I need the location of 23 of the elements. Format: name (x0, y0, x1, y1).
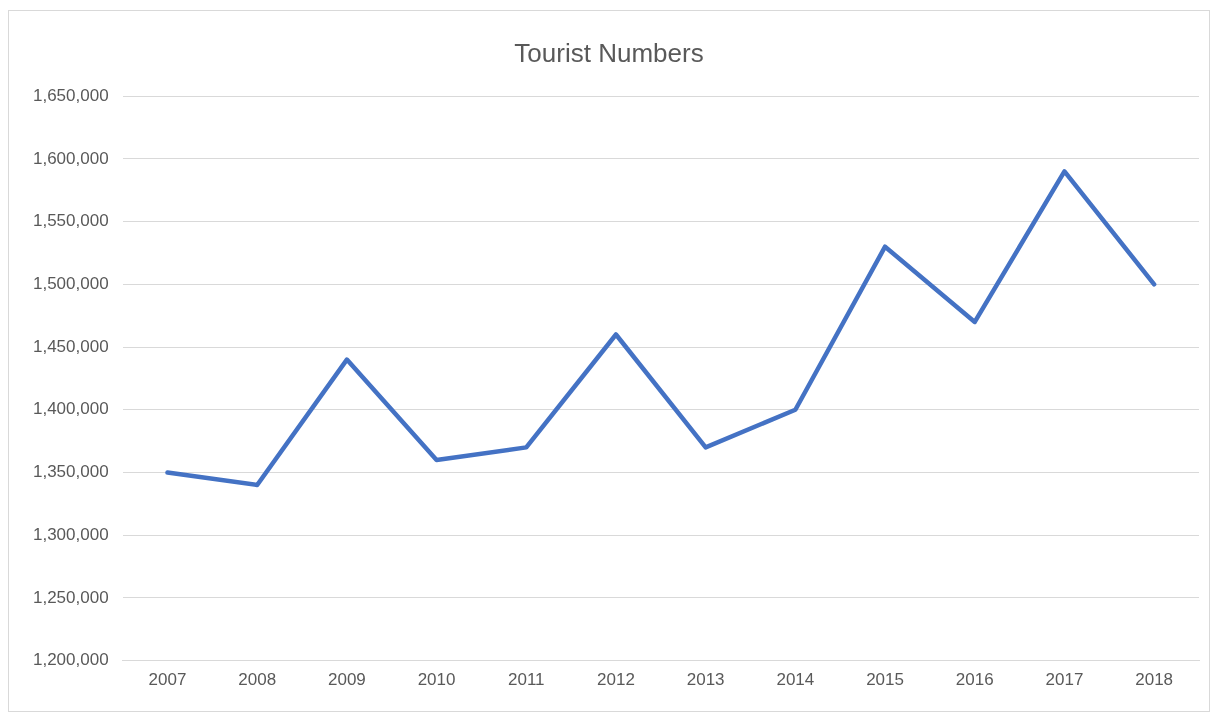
x-tick-label: 2014 (776, 670, 815, 690)
x-tick-label: 2017 (1045, 670, 1084, 690)
x-tick-label: 2010 (417, 670, 456, 690)
x-tick-label: 2009 (327, 670, 366, 690)
x-tick-label: 2007 (148, 670, 187, 690)
y-tick-label: 1,200,000 (32, 650, 109, 670)
y-tick-label: 1,550,000 (32, 211, 109, 231)
x-tick-label: 2016 (955, 670, 994, 690)
chart-title: Tourist Numbers (514, 37, 704, 68)
x-tick-label: 2013 (686, 670, 725, 690)
y-tick-label: 1,600,000 (32, 148, 109, 168)
x-tick-label: 2008 (238, 670, 277, 690)
y-tick-label: 1,500,000 (32, 274, 109, 294)
y-tick-label: 1,350,000 (32, 462, 109, 482)
y-tick-label: 1,300,000 (32, 524, 109, 544)
y-tick-label: 1,650,000 (32, 85, 109, 105)
x-tick-label: 2015 (866, 670, 904, 690)
x-tick-label: 2011 (507, 670, 545, 690)
x-tick-label: 2018 (1135, 670, 1174, 690)
y-tick-label: 1,400,000 (32, 399, 109, 419)
y-tick-label: 1,250,000 (32, 587, 109, 607)
x-tick-label: 2012 (597, 670, 635, 690)
y-tick-label: 1,450,000 (32, 336, 109, 356)
